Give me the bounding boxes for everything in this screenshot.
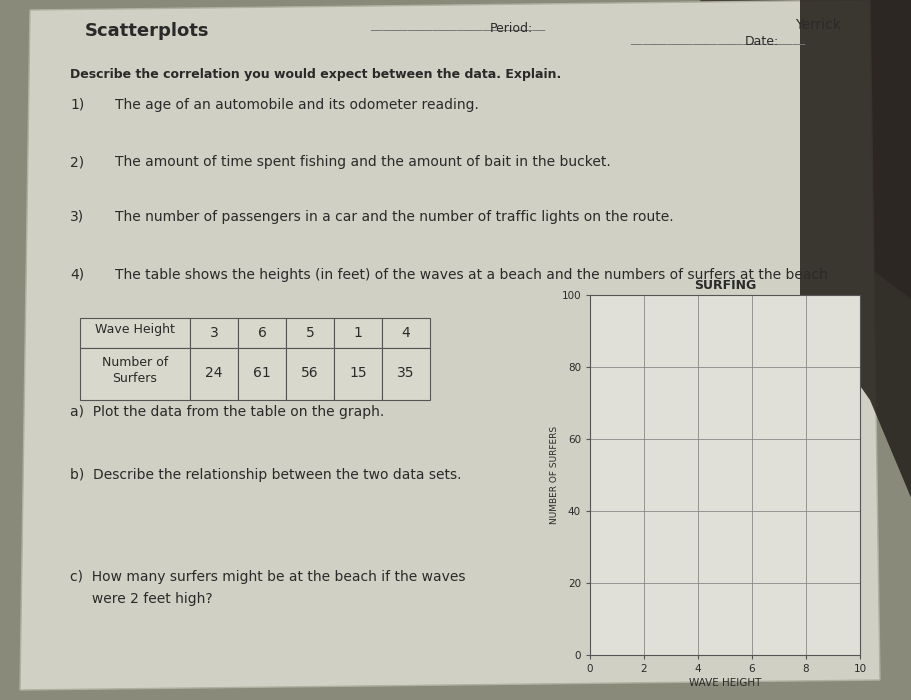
Text: 61: 61 xyxy=(253,366,271,380)
Text: Scatterplots: Scatterplots xyxy=(85,22,210,40)
Text: 1: 1 xyxy=(353,326,362,340)
Text: a)  Plot the data from the table on the graph.: a) Plot the data from the table on the g… xyxy=(70,405,384,419)
Text: were 2 feet high?: were 2 feet high? xyxy=(70,592,212,606)
X-axis label: WAVE HEIGHT: WAVE HEIGHT xyxy=(688,678,761,688)
Bar xyxy=(286,318,333,348)
Text: 2): 2) xyxy=(70,155,84,169)
Bar xyxy=(382,348,429,400)
Polygon shape xyxy=(700,0,911,300)
Title: SURFING: SURFING xyxy=(693,279,755,293)
Text: Yerrick: Yerrick xyxy=(794,18,840,32)
Bar xyxy=(333,348,382,400)
Text: 35: 35 xyxy=(397,366,415,380)
Bar xyxy=(238,318,286,348)
Text: 4: 4 xyxy=(401,326,410,340)
Text: Number of: Number of xyxy=(102,356,168,369)
Bar xyxy=(286,348,333,400)
Text: 15: 15 xyxy=(349,366,366,380)
Text: 3: 3 xyxy=(210,326,218,340)
Text: The table shows the heights (in feet) of the waves at a beach and the numbers of: The table shows the heights (in feet) of… xyxy=(115,268,827,282)
Bar xyxy=(382,318,429,348)
Text: b)  Describe the relationship between the two data sets.: b) Describe the relationship between the… xyxy=(70,468,461,482)
Text: ____________________________: ____________________________ xyxy=(370,18,545,31)
Text: 4): 4) xyxy=(70,268,84,282)
Text: c)  How many surfers might be at the beach if the waves: c) How many surfers might be at the beac… xyxy=(70,570,465,584)
Text: 24: 24 xyxy=(205,366,222,380)
Text: 5: 5 xyxy=(305,326,314,340)
Text: Surfers: Surfers xyxy=(112,372,158,385)
Text: 6: 6 xyxy=(257,326,266,340)
Text: Period:: Period: xyxy=(489,22,533,35)
Text: Describe the correlation you would expect between the data. Explain.: Describe the correlation you would expec… xyxy=(70,68,560,81)
Text: The number of passengers in a car and the number of traffic lights on the route.: The number of passengers in a car and th… xyxy=(115,210,673,224)
Bar xyxy=(189,318,238,348)
Bar xyxy=(80,348,189,400)
Bar xyxy=(80,318,189,348)
Text: 3): 3) xyxy=(70,210,84,224)
Y-axis label: NUMBER OF SURFERS: NUMBER OF SURFERS xyxy=(549,426,558,524)
Text: The amount of time spent fishing and the amount of bait in the bucket.: The amount of time spent fishing and the… xyxy=(115,155,610,169)
Text: Wave Height: Wave Height xyxy=(95,323,175,336)
Polygon shape xyxy=(20,0,879,690)
Polygon shape xyxy=(799,0,911,500)
Text: 1): 1) xyxy=(70,98,84,112)
Bar xyxy=(238,348,286,400)
Text: ____________________________: ____________________________ xyxy=(630,32,804,45)
Text: The age of an automobile and its odometer reading.: The age of an automobile and its odomete… xyxy=(115,98,478,112)
Bar xyxy=(333,318,382,348)
Text: 56: 56 xyxy=(301,366,319,380)
Text: Date:: Date: xyxy=(744,35,778,48)
Bar xyxy=(189,348,238,400)
